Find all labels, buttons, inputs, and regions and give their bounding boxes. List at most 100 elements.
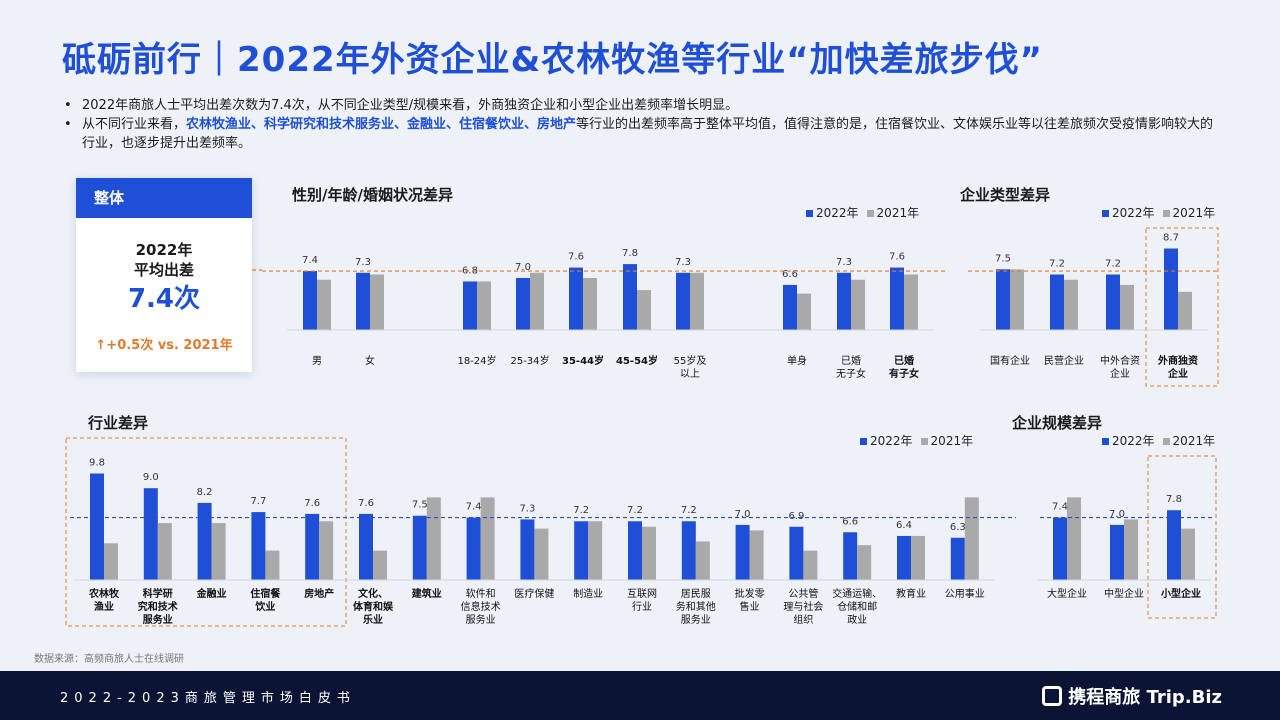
bullet-item: 从不同行业来看，农林牧渔业、科学研究和技术服务业、金融业、住宿餐饮业、房地产等行… — [64, 115, 1224, 153]
category-label: 小型企业 — [1160, 587, 1201, 600]
overall-card-year: 2022年 — [135, 241, 193, 259]
bar-2021 — [690, 272, 704, 330]
data-label-2022: 7.8 — [1166, 494, 1182, 505]
category-label: 体育和娱 — [353, 600, 394, 613]
bar-2022 — [789, 526, 804, 580]
bar-2022 — [837, 272, 851, 330]
bar-2021 — [588, 521, 603, 580]
category-label: 组织 — [793, 613, 813, 626]
bar-2022 — [843, 532, 858, 580]
data-label-2022: 7.8 — [622, 248, 638, 259]
overall-card-value: 7.4次 — [127, 284, 201, 314]
legend-swatch-2021 — [1162, 438, 1170, 445]
data-label-2022: 7.4 — [1052, 502, 1068, 513]
brand-logo-text: 携程商旅 Trip.Biz — [1068, 687, 1222, 708]
category-label: 公共管 — [788, 587, 818, 600]
bar-2022 — [628, 521, 642, 580]
bar-2022 — [303, 271, 317, 330]
category-label: 居民服 — [681, 588, 711, 600]
brand-b-icon — [1042, 686, 1063, 706]
category-label: 企业 — [1110, 367, 1130, 380]
data-label-2022: 7.3 — [675, 257, 691, 268]
bar-2022 — [520, 519, 535, 580]
bar-2022 — [950, 537, 965, 580]
bar-2021 — [104, 543, 118, 580]
category-label: 中型企业 — [1104, 587, 1144, 600]
data-label-2022: 7.5 — [995, 253, 1011, 264]
data-label-2022: 6.4 — [896, 520, 912, 531]
bar-2021 — [637, 290, 651, 330]
bar-2021 — [480, 497, 495, 580]
category-label: 文化、 — [358, 587, 388, 600]
category-label: 45-54岁 — [616, 354, 658, 367]
footer-title: 2022-2023商旅管理市场白皮书 — [60, 691, 356, 706]
bullet-highlight: 农林牧渔业、科学研究和技术服务业、金融业、住宿餐饮业、房地产 — [186, 117, 577, 132]
footer-bar: 2022-2023商旅管理市场白皮书 携程商旅 Trip.Biz — [0, 671, 1280, 720]
bar-2022 — [890, 267, 904, 330]
category-label: 公用事业 — [945, 587, 985, 600]
category-label: 售业 — [740, 600, 760, 613]
category-label: 政业 — [847, 613, 867, 626]
category-label: 住宿餐 — [250, 587, 281, 600]
overall-card-label: 平均出差 — [133, 261, 194, 279]
bar-2021 — [1178, 291, 1192, 330]
bar-2022 — [735, 524, 750, 580]
chart-title-industry: 行业差异 — [88, 414, 149, 432]
data-label-2022: 7.7 — [250, 496, 266, 507]
legend-label-2021: 2021年 — [1172, 434, 1216, 448]
highlight-box — [1145, 227, 1219, 387]
category-label: 外商独资 — [1157, 354, 1198, 367]
category-label: 医疗保健 — [514, 587, 554, 600]
legend-swatch-2021 — [866, 210, 874, 217]
bar-2021 — [1120, 284, 1134, 330]
bar-2021 — [373, 550, 387, 580]
category-label: 企业 — [1167, 367, 1188, 380]
data-label-2022: 6.6 — [782, 269, 798, 280]
legend-label-2022: 2022年 — [870, 434, 913, 448]
data-label-2022: 7.4 — [466, 502, 482, 513]
bar-2022 — [143, 488, 158, 580]
bullet-item: 2022年商旅人士平均出差次数为7.4次，从不同企业类型/规模来看，外商独资企业… — [64, 96, 1224, 115]
bar-2022 — [1110, 524, 1124, 580]
data-label-2022: 7.2 — [1049, 259, 1065, 270]
category-label: 35-44岁 — [562, 354, 604, 367]
bar-2022 — [1167, 510, 1181, 580]
data-label-2022: 8.7 — [1163, 233, 1179, 244]
bar-2021 — [1067, 497, 1081, 580]
arrow-up-icon: ↑ — [95, 338, 107, 353]
category-label: 中外合资 — [1100, 354, 1140, 367]
bar-2021 — [211, 523, 226, 580]
data-label-2022: 8.2 — [197, 487, 213, 498]
category-label: 服务业 — [466, 613, 496, 626]
bar-2022 — [1053, 517, 1067, 580]
category-label: 服务业 — [143, 613, 173, 626]
category-label: 建筑业 — [411, 587, 442, 600]
data-label-2022: 7.6 — [358, 498, 374, 509]
bar-2022 — [676, 272, 690, 330]
bar-2021 — [695, 541, 710, 580]
category-label: 服务业 — [681, 613, 711, 626]
legend-swatch-2022 — [860, 438, 867, 445]
data-label-2022: 7.2 — [1105, 259, 1121, 270]
bar-2022 — [359, 513, 373, 580]
data-source: 数据来源：高频商旅人士在线调研 — [34, 654, 184, 665]
category-label: 已婚 — [841, 354, 861, 367]
data-label-2022: 7.2 — [627, 505, 643, 516]
bar-2022 — [897, 535, 911, 580]
category-label: 国有企业 — [990, 354, 1030, 367]
bar-2022 — [783, 284, 797, 330]
bar-2021 — [857, 545, 872, 580]
chart-title-demographics: 性别/年龄/婚姻状况差异 — [292, 186, 453, 204]
category-label: 农林牧 — [88, 587, 120, 600]
chart-title-company-type: 企业类型差异 — [960, 186, 1051, 204]
legend-swatch-2022 — [806, 210, 813, 217]
page-title: 砥砺前行｜2022年外资企业&农林牧渔等行业“加快差旅步伐” — [62, 40, 1043, 80]
bar-2022 — [574, 521, 589, 580]
legend-label-2021: 2021年 — [876, 206, 920, 220]
overall-card: 整体 2022年 平均出差 7.4次 ↑+0.5次 vs. 2021年 — [76, 178, 252, 372]
category-label: 究和技术 — [138, 600, 178, 613]
category-label: 金融业 — [196, 587, 227, 600]
legend-swatch-2022 — [1102, 438, 1109, 445]
legend-company-type: 2022年 2021年 — [1102, 204, 1215, 221]
bar-2021 — [534, 528, 549, 580]
